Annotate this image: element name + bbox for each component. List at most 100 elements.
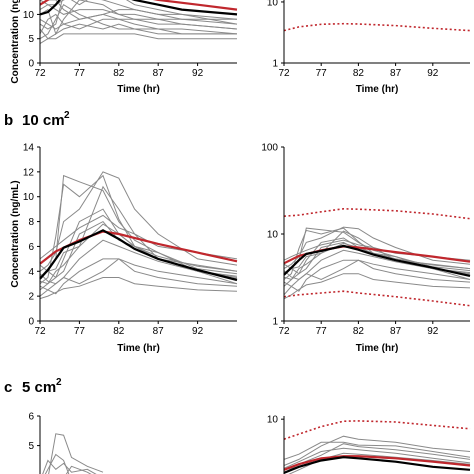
- individual-series-line: [39, 208, 238, 285]
- individual-series-line: [283, 447, 471, 469]
- individual-series-line: [288, 452, 471, 474]
- x-tick-label: 77: [316, 326, 328, 337]
- y-tick-label: 5: [28, 441, 34, 452]
- x-axis-label: Time (hr): [356, 84, 399, 95]
- chart-a-linear: 0 5 10 72 77 82 87 92 Time (hr) Concentration (ng…: [10, 0, 238, 95]
- individual-series-line: [39, 258, 238, 295]
- panel-title-superscript: 2: [56, 377, 62, 388]
- individual-series-line: [39, 0, 238, 20]
- x-tick-label: 72: [278, 68, 290, 79]
- individual-series-line: [39, 3, 237, 40]
- y-tick-label: 6: [28, 412, 34, 423]
- ci-lower-line: [283, 290, 471, 307]
- y-axis-label: Concentration (ng/mL): [10, 180, 21, 287]
- individual-series-line: [283, 226, 471, 270]
- predicted-line: [283, 455, 471, 471]
- mean-line: [39, 229, 238, 282]
- ci-upper-line: [283, 420, 471, 440]
- x-axis-label: Time (hr): [356, 343, 399, 354]
- x-tick-label: 87: [153, 68, 165, 79]
- mean-line: [283, 244, 471, 277]
- x-tick-label: 72: [278, 326, 290, 337]
- chart-a-log: 1 10 72 77 82 87 92 Time (hr): [267, 0, 471, 95]
- x-tick-label: 77: [74, 326, 86, 337]
- y-tick-label: 0: [28, 317, 34, 328]
- y-tick-label: 4: [28, 267, 34, 278]
- panel-letter: b: [4, 112, 13, 129]
- ci-upper-line: [283, 207, 471, 220]
- individual-series-line: [65, 465, 92, 474]
- x-axis-label: Time (hr): [117, 84, 160, 95]
- y-tick-label: 10: [267, 415, 279, 426]
- y-tick-label: 5: [28, 34, 34, 45]
- y-tick-label: 10: [267, 0, 279, 8]
- individual-series-line: [42, 459, 97, 474]
- individual-series-line: [39, 33, 237, 45]
- x-tick-label: 87: [390, 68, 402, 79]
- y-tick-label: 8: [28, 217, 34, 228]
- y-tick-label: 10: [23, 10, 35, 21]
- ci-lower-line: [283, 22, 471, 32]
- individual-series-line: [39, 13, 238, 30]
- individual-series-line: [39, 214, 238, 260]
- y-tick-label: 1: [272, 59, 278, 70]
- y-tick-label: 6: [28, 242, 34, 253]
- individual-series-line: [283, 441, 471, 460]
- panel-letter: c: [4, 379, 12, 396]
- chart-b-log: 1 10 100 72 77 82 87 92 Time (hr): [261, 143, 471, 354]
- y-tick-label: 100: [261, 143, 278, 154]
- y-tick-label: 1: [272, 317, 278, 328]
- y-tick-label: 14: [23, 143, 35, 154]
- individual-series-line: [39, 258, 238, 297]
- individual-series-line: [39, 174, 238, 285]
- individual-series-line: [283, 241, 471, 275]
- mean-line: [283, 456, 471, 474]
- individual-series-line: [283, 273, 471, 300]
- y-axis-label: Concentration (ng/mL): [10, 0, 21, 84]
- x-tick-label: 92: [427, 68, 439, 79]
- y-tick-label: 2: [28, 292, 34, 303]
- x-tick-label: 87: [390, 326, 402, 337]
- x-tick-label: 92: [192, 326, 204, 337]
- panel-label-c: c 5 cm 2: [4, 377, 62, 396]
- x-tick-label: 82: [113, 326, 125, 337]
- individual-series-line: [39, 13, 238, 35]
- y-tick-label: 12: [23, 167, 35, 178]
- individual-series-line: [283, 249, 471, 281]
- individual-series-line: [39, 220, 238, 279]
- individual-series-line: [39, 23, 237, 40]
- y-tick-label: 0: [28, 59, 34, 70]
- x-tick-label: 72: [34, 68, 46, 79]
- mean-line: [39, 0, 238, 16]
- y-tick-label: 10: [267, 230, 279, 241]
- panel-title: 10 cm: [22, 112, 65, 129]
- individual-series-line: [39, 174, 238, 280]
- individual-series-line: [39, 277, 238, 300]
- x-tick-label: 92: [192, 68, 204, 79]
- individual-series-line: [39, 171, 238, 272]
- predicted-line: [39, 230, 238, 265]
- individual-series-line: [39, 0, 238, 36]
- x-tick-label: 77: [316, 68, 328, 79]
- panel-title: 5 cm: [22, 379, 56, 396]
- y-tick-label: 10: [23, 192, 35, 203]
- x-tick-label: 82: [113, 68, 125, 79]
- x-tick-label: 77: [74, 68, 86, 79]
- individual-series-line: [283, 435, 471, 466]
- x-axis-label: Time (hr): [117, 343, 160, 354]
- individual-series-line: [39, 239, 238, 285]
- individual-series-line: [48, 433, 104, 474]
- individual-series-line: [44, 453, 70, 474]
- x-tick-label: 82: [353, 68, 365, 79]
- chart-c-log: 10: [267, 415, 471, 474]
- x-tick-label: 72: [34, 326, 46, 337]
- x-tick-label: 87: [153, 326, 165, 337]
- individual-series-line: [283, 237, 471, 281]
- x-tick-label: 92: [427, 326, 439, 337]
- individual-series-line: [283, 259, 471, 292]
- chart-c-linear: 56: [28, 412, 104, 474]
- individual-series-line: [283, 259, 471, 296]
- predicted-line: [39, 0, 238, 11]
